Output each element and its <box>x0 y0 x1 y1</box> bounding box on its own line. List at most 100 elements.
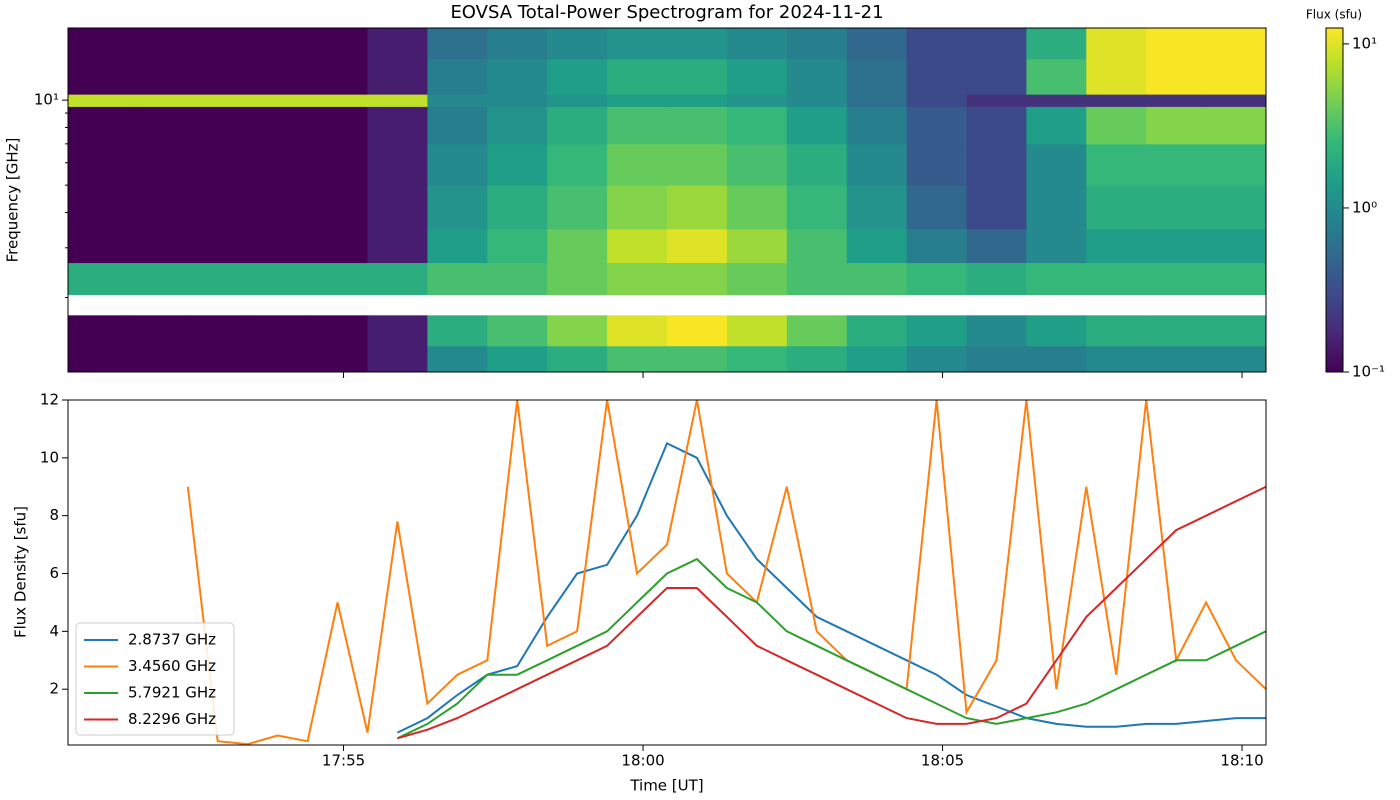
heatmap-cell <box>127 94 189 107</box>
heatmap-cell <box>1026 262 1087 296</box>
heatmap-cell <box>187 28 249 60</box>
heatmap-cell <box>427 315 488 347</box>
legend-box <box>75 622 235 736</box>
heatmap-cell <box>187 143 249 186</box>
heatmap-cell <box>846 143 908 186</box>
heatmap-cell <box>1146 94 1207 107</box>
heatmap-cell <box>307 143 368 186</box>
heatmap-cell <box>846 262 908 296</box>
heatmap-cell <box>487 58 548 95</box>
heatmap-cell <box>68 262 129 296</box>
heatmap-cell <box>547 28 608 60</box>
axes-frame <box>67 27 1267 373</box>
heatmap-cell <box>786 94 848 107</box>
heatmap-cell <box>307 315 368 347</box>
heatmap-cell <box>1146 228 1207 264</box>
heatmap-cell <box>187 315 249 347</box>
heatmap-cell <box>966 262 1027 296</box>
heatmap-cell <box>487 345 548 372</box>
heatmap-cell <box>846 228 908 264</box>
series-line <box>397 485 1266 740</box>
heatmap-cell <box>247 28 309 60</box>
heatmap-cell <box>1026 345 1087 372</box>
heatmap-cell <box>427 58 488 95</box>
heatmap-cell <box>1146 143 1207 186</box>
heatmap-cell <box>307 28 368 60</box>
x-tick-label: 18:00 <box>621 752 664 770</box>
heatmap-cell <box>127 58 189 95</box>
heatmap-cell <box>906 262 967 296</box>
heatmap-cell <box>726 106 788 145</box>
heatmap-cell <box>68 58 129 95</box>
heatmap-cell <box>1086 94 1147 107</box>
heatmap-cell <box>786 143 848 186</box>
heatmap-cell <box>247 262 309 296</box>
heatmap-cell <box>1206 28 1266 60</box>
heatmap-cell <box>1206 345 1266 372</box>
heatmap-cell <box>247 58 309 95</box>
colorbar-tick-label: 10⁻¹ <box>1352 363 1385 381</box>
heatmap-cell <box>367 28 428 60</box>
heatmap-cell <box>127 315 189 347</box>
heatmap-cell <box>307 94 368 107</box>
heatmap-cell <box>1026 143 1087 186</box>
heatmap-cell <box>726 28 788 60</box>
heatmap-cell <box>607 94 668 107</box>
heatmap-cell <box>367 345 428 372</box>
heatmap-cell <box>1026 106 1087 145</box>
heatmap-cell <box>187 94 249 107</box>
y-axis-label: Flux Density [sfu] <box>12 506 30 638</box>
heatmap-cell <box>367 143 428 186</box>
heatmap-cell <box>367 228 428 264</box>
legend-label: 8.2296 GHz <box>128 710 216 728</box>
heatmap-cell <box>906 185 967 230</box>
heatmap-cell <box>1146 58 1207 95</box>
heatmap-cell <box>906 28 967 60</box>
heatmap-cell <box>846 106 908 145</box>
heatmap-cell <box>607 28 668 60</box>
heatmap-cell <box>247 94 309 107</box>
heatmap-cell <box>966 28 1027 60</box>
heatmap-cell <box>667 106 728 145</box>
heatmap-cell <box>846 315 908 347</box>
heatmap-cell <box>547 94 608 107</box>
heatmap-cell <box>487 228 548 264</box>
heatmap-cell <box>487 143 548 186</box>
heatmap-cell <box>846 58 908 95</box>
heatmap-cell <box>247 315 309 347</box>
heatmap-cell <box>726 185 788 230</box>
heatmap-cell <box>966 94 1027 107</box>
heatmap-cell <box>1206 143 1266 186</box>
heatmap-cell <box>247 228 309 264</box>
heatmap-cell <box>427 345 488 372</box>
heatmap-cell <box>187 58 249 95</box>
heatmap-cell <box>127 262 189 296</box>
heatmap-cell <box>547 345 608 372</box>
heatmap-cell <box>547 228 608 264</box>
heatmap-cell <box>1146 28 1207 60</box>
heatmap-cell <box>667 58 728 95</box>
heatmap-cell <box>667 345 728 372</box>
y-tick-label: 6 <box>49 564 59 582</box>
heatmap-cell <box>367 94 428 107</box>
axes: 10¹ 10⁻¹ 10⁰ 10¹ 2 4 6 8 10 12 17:55 18:00 18:05 18:1… <box>34 27 1385 770</box>
heatmap-cell <box>127 143 189 186</box>
heatmap-cell <box>906 94 967 107</box>
heatmap-cell <box>786 262 848 296</box>
heatmap-cell <box>247 106 309 145</box>
heatmap-cell <box>607 315 668 347</box>
heatmap-cell <box>307 262 368 296</box>
heatmap-cell <box>786 106 848 145</box>
heatmap-cell <box>547 262 608 296</box>
heatmap-cell <box>127 185 189 230</box>
heatmap-cell <box>1086 262 1147 296</box>
heatmap-cell <box>667 228 728 264</box>
y-tick-label: 2 <box>49 680 59 698</box>
heatmap-cell <box>786 315 848 347</box>
x-tick-label: 18:05 <box>921 752 964 770</box>
heatmap-cell <box>607 262 668 296</box>
heatmap-cell <box>726 94 788 107</box>
heatmap-cell <box>127 106 189 145</box>
x-tick-label: 17:55 <box>322 752 365 770</box>
